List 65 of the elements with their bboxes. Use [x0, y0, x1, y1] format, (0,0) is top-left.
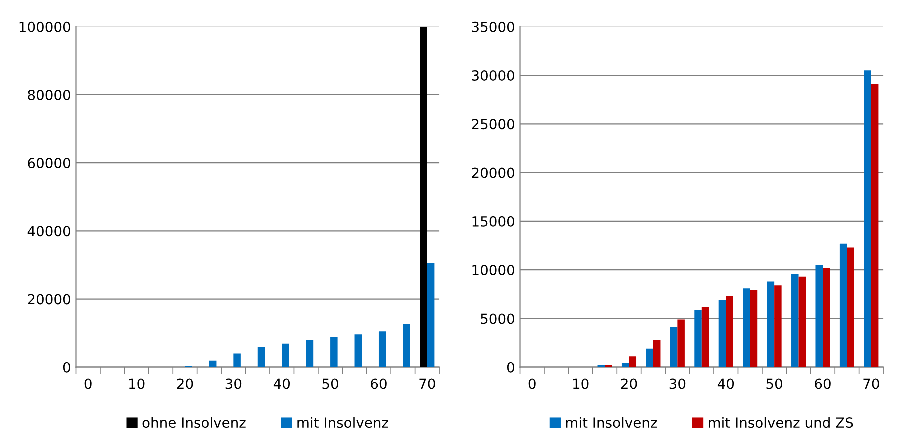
- bar: [847, 248, 854, 368]
- y-tick-label: 0: [63, 362, 70, 373]
- legend-label: mit Insolvenz und ZS: [709, 417, 854, 428]
- y-tick-label: 20000: [28, 294, 70, 305]
- y-tick-label: 10000: [472, 265, 514, 276]
- x-tick-label: 10: [129, 378, 145, 390]
- bar: [774, 286, 782, 368]
- bar: [694, 310, 702, 368]
- y-tick-label: 40000: [28, 226, 70, 237]
- y-tick-label: 100000: [20, 22, 70, 32]
- y-tick-label: 0: [507, 362, 514, 373]
- x-tick-label: 20: [621, 378, 638, 390]
- x-tick-label: 40: [274, 378, 290, 390]
- legend-label: ohne Insolvenz: [142, 417, 246, 428]
- bar: [750, 290, 758, 368]
- bar: [378, 332, 386, 368]
- x-tick-label: 0: [84, 378, 92, 390]
- y-tick-label: 80000: [28, 90, 70, 100]
- bar: [646, 348, 654, 368]
- bar: [670, 327, 678, 368]
- y-tick-label: 5000: [481, 314, 514, 324]
- y-tick-label: 25000: [472, 119, 514, 130]
- bar: [864, 70, 872, 368]
- y-tick-label: 30000: [472, 70, 514, 81]
- legend-label: mit Insolvenz: [298, 417, 388, 428]
- x-tick-label: 60: [371, 378, 387, 390]
- bar: [702, 307, 710, 368]
- bar: [403, 324, 410, 368]
- bar: [653, 340, 661, 368]
- bar: [798, 276, 806, 368]
- bar: [306, 340, 314, 368]
- x-tick-label: 70: [420, 378, 436, 390]
- bar: [420, 26, 428, 368]
- bar: [258, 347, 266, 368]
- bar: [330, 337, 338, 368]
- y-tick-label: 20000: [472, 168, 514, 178]
- bar: [816, 265, 823, 368]
- x-tick-label: 70: [864, 378, 880, 390]
- x-tick-label: 10: [573, 378, 589, 390]
- y-tick-label: 60000: [28, 158, 70, 169]
- x-tick-label: 40: [718, 378, 734, 390]
- x-tick-label: 30: [226, 378, 242, 390]
- y-tick-label: 15000: [472, 216, 514, 227]
- bar: [726, 296, 734, 368]
- bar: [427, 264, 435, 368]
- x-tick-label: 0: [528, 378, 536, 390]
- bar: [767, 282, 775, 368]
- bar: [718, 300, 726, 368]
- bar: [822, 268, 830, 368]
- x-tick-label: 60: [815, 378, 831, 390]
- x-tick-label: 20: [177, 378, 194, 390]
- bar: [840, 244, 848, 368]
- bar: [282, 344, 290, 368]
- bar: [234, 354, 241, 368]
- bar: [871, 84, 879, 368]
- bar: [792, 274, 799, 368]
- x-tick-label: 50: [322, 378, 338, 390]
- x-tick-label: 50: [766, 378, 782, 390]
- bar: [743, 288, 750, 368]
- y-tick-label: 35000: [472, 22, 514, 32]
- bar: [354, 334, 362, 368]
- x-tick-label: 30: [670, 378, 686, 390]
- bar: [678, 320, 685, 368]
- legend-label: mit Insolvenz: [566, 417, 658, 428]
- bar: [629, 356, 637, 368]
